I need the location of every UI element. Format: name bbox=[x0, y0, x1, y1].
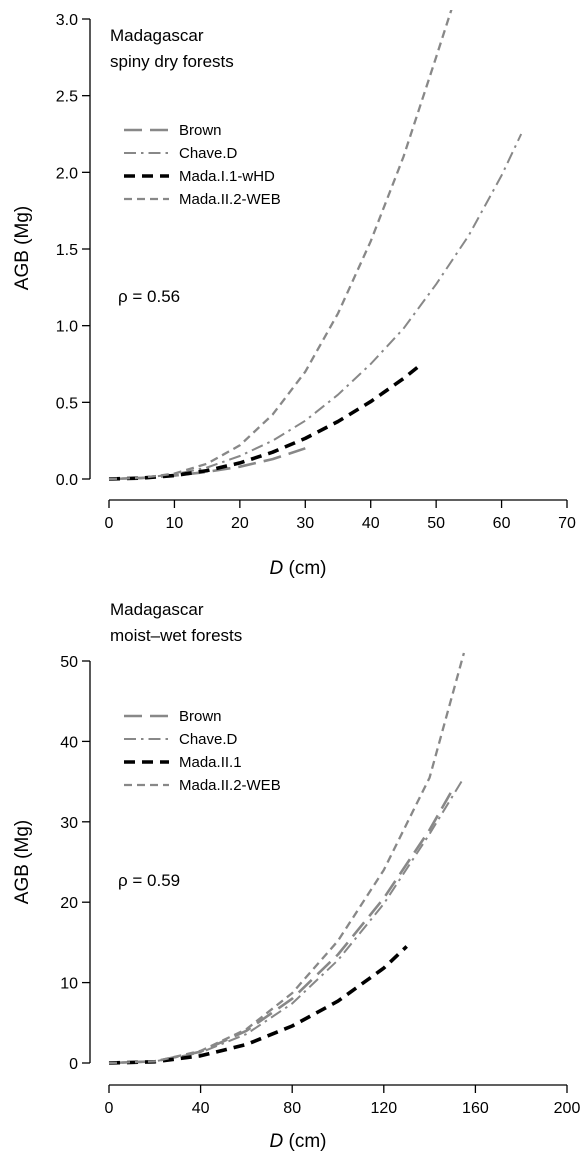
x-axis-title: D (cm) bbox=[270, 1131, 327, 1152]
x-tick-label: 10 bbox=[166, 515, 184, 532]
rho-annotation: ρ = 0.56 bbox=[118, 287, 180, 306]
y-tick-label: 0.0 bbox=[56, 472, 78, 489]
x-tick-label: 0 bbox=[105, 1100, 114, 1117]
series-line-mada-ii-2-web bbox=[108, 652, 466, 1065]
series-line-mada-ii-1 bbox=[108, 945, 408, 1065]
chart-dry-forests: 0 10 20 30 40 50 60 70 0.0 0.5 1.0 1.5 2.0 2.5 3.0 D (c… bbox=[12, 10, 576, 579]
y-tick-label: 2.0 bbox=[56, 165, 78, 182]
legend-label: Mada.I.1-wHD bbox=[179, 168, 275, 185]
x-axis-unit: (cm) bbox=[283, 558, 326, 579]
y-tick-label: 30 bbox=[60, 815, 78, 832]
x-tick-label: 80 bbox=[283, 1100, 301, 1117]
y-tick-label: 0.5 bbox=[56, 395, 78, 412]
series-line-mada-ii-2-web bbox=[108, 10, 453, 481]
x-tick-label: 60 bbox=[493, 515, 511, 532]
y-tick-label: 3.0 bbox=[56, 12, 78, 29]
x-axis-variable: D bbox=[270, 558, 284, 579]
x-tick-label: 0 bbox=[105, 515, 114, 532]
region-annotation: spiny dry forests bbox=[110, 52, 234, 71]
x-tick-label: 20 bbox=[231, 515, 249, 532]
legend-label: Chave.D bbox=[179, 145, 238, 162]
y-tick-label: 20 bbox=[60, 895, 78, 912]
y-tick-label: 50 bbox=[60, 654, 78, 671]
rho-annotation: ρ = 0.59 bbox=[118, 871, 180, 890]
x-tick-label: 40 bbox=[192, 1100, 210, 1117]
x-axis-title: D (cm) bbox=[270, 558, 327, 579]
x-tick-label: 30 bbox=[296, 515, 314, 532]
region-annotation: moist–wet forests bbox=[110, 626, 242, 645]
region-annotation: Madagascar bbox=[110, 600, 204, 619]
y-tick-label: 1.5 bbox=[56, 242, 78, 259]
y-tick-label: 1.0 bbox=[56, 319, 78, 336]
legend-label: Mada.II.2-WEB bbox=[179, 777, 281, 794]
legend-label: Mada.II.2-WEB bbox=[179, 191, 281, 208]
y-tick-label: 10 bbox=[60, 976, 78, 993]
x-tick-label: 160 bbox=[462, 1100, 489, 1117]
x-tick-label: 70 bbox=[558, 515, 576, 532]
series-line-chave-d bbox=[108, 133, 523, 480]
chart-moist-forests: 0 40 80 120 160 200 0 10 20 30 40 50 D (cm) AGB (Mg) M… bbox=[12, 600, 580, 1152]
y-tick-label: 0 bbox=[69, 1056, 78, 1073]
x-tick-label: 120 bbox=[370, 1100, 397, 1117]
series-line-brown bbox=[108, 447, 306, 481]
series-line-brown bbox=[108, 788, 454, 1065]
series-group bbox=[108, 10, 523, 481]
legend-label: Brown bbox=[179, 122, 222, 139]
y-tick-label: 2.5 bbox=[56, 89, 78, 106]
legend-label: Brown bbox=[179, 708, 222, 725]
y-axis-title: AGB (Mg) bbox=[12, 206, 33, 290]
legend-label: Mada.II.1 bbox=[179, 754, 242, 771]
legend-label: Chave.D bbox=[179, 731, 238, 748]
series-line-mada-i-1-whd bbox=[108, 364, 421, 481]
x-tick-label: 200 bbox=[554, 1100, 581, 1117]
x-axis-variable: D bbox=[270, 1131, 284, 1152]
x-tick-label: 50 bbox=[427, 515, 445, 532]
x-tick-label: 40 bbox=[362, 515, 380, 532]
y-tick-label: 40 bbox=[60, 734, 78, 751]
x-axis-unit: (cm) bbox=[283, 1131, 326, 1152]
series-group bbox=[108, 652, 466, 1065]
series-line-chave-d bbox=[108, 777, 465, 1064]
y-axis-title: AGB (Mg) bbox=[12, 820, 33, 904]
region-annotation: Madagascar bbox=[110, 26, 204, 45]
